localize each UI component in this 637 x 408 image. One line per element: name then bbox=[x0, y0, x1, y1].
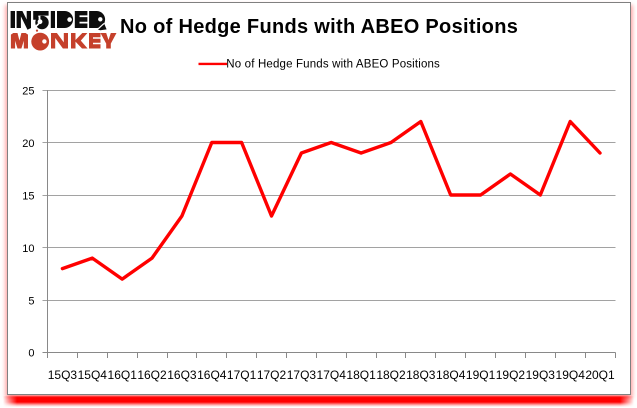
svg-text:17Q1: 17Q1 bbox=[227, 368, 257, 382]
svg-text:15Q4: 15Q4 bbox=[78, 368, 108, 382]
svg-text:25: 25 bbox=[22, 85, 34, 97]
svg-text:18Q3: 18Q3 bbox=[406, 368, 436, 382]
svg-text:20: 20 bbox=[22, 138, 34, 150]
svg-text:16Q4: 16Q4 bbox=[197, 368, 227, 382]
svg-text:15Q3: 15Q3 bbox=[48, 368, 78, 382]
svg-text:16Q2: 16Q2 bbox=[137, 368, 167, 382]
svg-text:18Q2: 18Q2 bbox=[376, 368, 406, 382]
svg-text:5: 5 bbox=[28, 295, 34, 307]
svg-text:18Q4: 18Q4 bbox=[436, 368, 466, 382]
svg-text:No of Hedge Funds with ABEO Po: No of Hedge Funds with ABEO Positions bbox=[226, 59, 440, 71]
svg-text:18Q1: 18Q1 bbox=[346, 368, 376, 382]
svg-text:19Q3: 19Q3 bbox=[526, 368, 556, 382]
svg-text:19Q1: 19Q1 bbox=[466, 368, 496, 382]
svg-text:0: 0 bbox=[28, 347, 34, 359]
svg-text:16Q3: 16Q3 bbox=[167, 368, 197, 382]
svg-text:17Q3: 17Q3 bbox=[287, 368, 317, 382]
svg-text:16Q1: 16Q1 bbox=[108, 368, 138, 382]
svg-text:10: 10 bbox=[22, 243, 34, 255]
svg-text:17Q2: 17Q2 bbox=[257, 368, 287, 382]
svg-text:15: 15 bbox=[22, 190, 34, 202]
svg-text:20Q1: 20Q1 bbox=[585, 368, 615, 382]
svg-text:19Q2: 19Q2 bbox=[496, 368, 526, 382]
svg-text:17Q4: 17Q4 bbox=[317, 368, 347, 382]
svg-text:19Q4: 19Q4 bbox=[556, 368, 586, 382]
